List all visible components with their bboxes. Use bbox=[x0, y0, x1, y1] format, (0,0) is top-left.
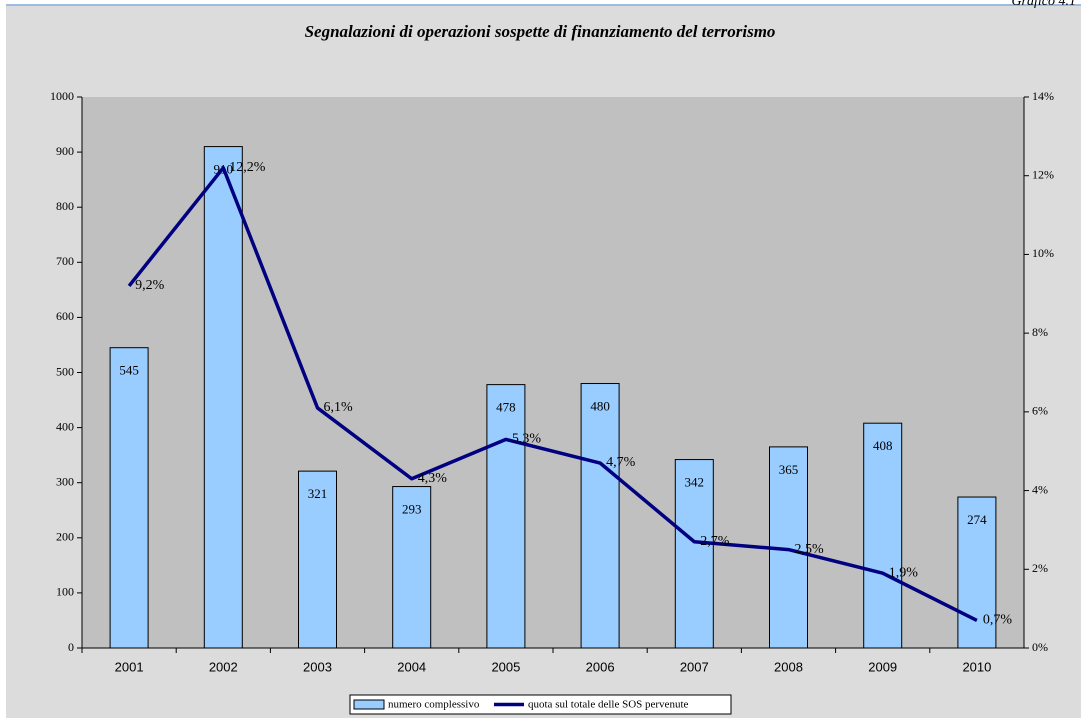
bar bbox=[580, 383, 620, 649]
x-tick-label: 2001 bbox=[115, 659, 144, 674]
bar-value-label: 480 bbox=[590, 399, 610, 414]
bar-value-label: 478 bbox=[496, 400, 516, 415]
x-tick-label: 2009 bbox=[868, 659, 897, 674]
line-value-label: 2,7% bbox=[700, 534, 730, 549]
y2-tick-label: 10% bbox=[1032, 246, 1054, 260]
y2-tick-label: 0% bbox=[1032, 640, 1048, 654]
bar bbox=[298, 470, 337, 649]
bar-value-label: 408 bbox=[873, 438, 893, 453]
y-tick-label: 300 bbox=[56, 474, 74, 488]
y-tick-label: 100 bbox=[56, 585, 74, 599]
x-tick-label: 2006 bbox=[586, 659, 615, 674]
bar-value-label: 321 bbox=[308, 486, 328, 501]
y-tick-label: 0 bbox=[68, 640, 74, 654]
y-tick-label: 500 bbox=[56, 364, 74, 378]
legend bbox=[349, 694, 732, 715]
y-tick-label: 800 bbox=[56, 199, 74, 213]
line-value-label: 9,2% bbox=[135, 278, 165, 293]
bar-value-label: 293 bbox=[402, 502, 422, 517]
bar-value-label: 365 bbox=[779, 462, 799, 477]
line-value-label: 4,3% bbox=[418, 471, 448, 486]
bar bbox=[957, 496, 997, 649]
y-tick-label: 600 bbox=[56, 309, 74, 323]
legend-swatch bbox=[353, 699, 385, 710]
x-tick-label: 2004 bbox=[397, 659, 426, 674]
bar bbox=[109, 347, 149, 649]
line-value-label: 2,5% bbox=[795, 542, 825, 557]
line-value-label: 12,2% bbox=[229, 160, 265, 175]
y-tick-label: 900 bbox=[56, 144, 74, 158]
x-tick-label: 2008 bbox=[774, 659, 803, 674]
line-value-label: 0,7% bbox=[983, 613, 1013, 628]
line-value-label: 1,9% bbox=[889, 565, 919, 580]
bar bbox=[486, 384, 526, 649]
bar-value-label: 545 bbox=[119, 363, 139, 378]
corner-label: Grafico 4.1 bbox=[1011, 0, 1076, 9]
y2-tick-label: 6% bbox=[1032, 404, 1048, 418]
line-value-label: 6,1% bbox=[324, 400, 354, 415]
legend-label: quota sul totale delle SOS pervenute bbox=[528, 699, 688, 711]
y-tick-label: 700 bbox=[56, 254, 74, 268]
bar bbox=[392, 486, 432, 649]
x-tick-label: 2003 bbox=[303, 659, 332, 674]
line-value-label: 4,7% bbox=[606, 455, 636, 470]
y-tick-label: 1000 bbox=[50, 89, 74, 103]
legend-box bbox=[349, 694, 732, 715]
y-tick-label: 200 bbox=[56, 530, 74, 544]
bar bbox=[203, 146, 243, 649]
legend-label: numero complessivo bbox=[388, 699, 480, 711]
y2-tick-label: 14% bbox=[1032, 89, 1054, 103]
bar-value-label: 274 bbox=[967, 512, 987, 527]
bar bbox=[863, 422, 903, 649]
y2-tick-label: 12% bbox=[1032, 167, 1054, 181]
x-tick-label: 2007 bbox=[680, 659, 709, 674]
line-value-label: 5,3% bbox=[512, 432, 542, 447]
x-tick-label: 2002 bbox=[209, 659, 238, 674]
bar bbox=[674, 459, 714, 649]
x-tick-label: 2010 bbox=[962, 659, 991, 674]
x-tick-label: 2005 bbox=[491, 659, 520, 674]
chart-title: Segnalazioni di operazioni sospette di f… bbox=[305, 22, 776, 41]
bar-value-label: 342 bbox=[685, 475, 705, 490]
y-tick-label: 400 bbox=[56, 419, 74, 433]
y2-tick-label: 2% bbox=[1032, 561, 1048, 575]
y2-tick-label: 4% bbox=[1032, 482, 1048, 496]
line bbox=[127, 166, 978, 623]
y2-tick-label: 8% bbox=[1032, 325, 1048, 339]
